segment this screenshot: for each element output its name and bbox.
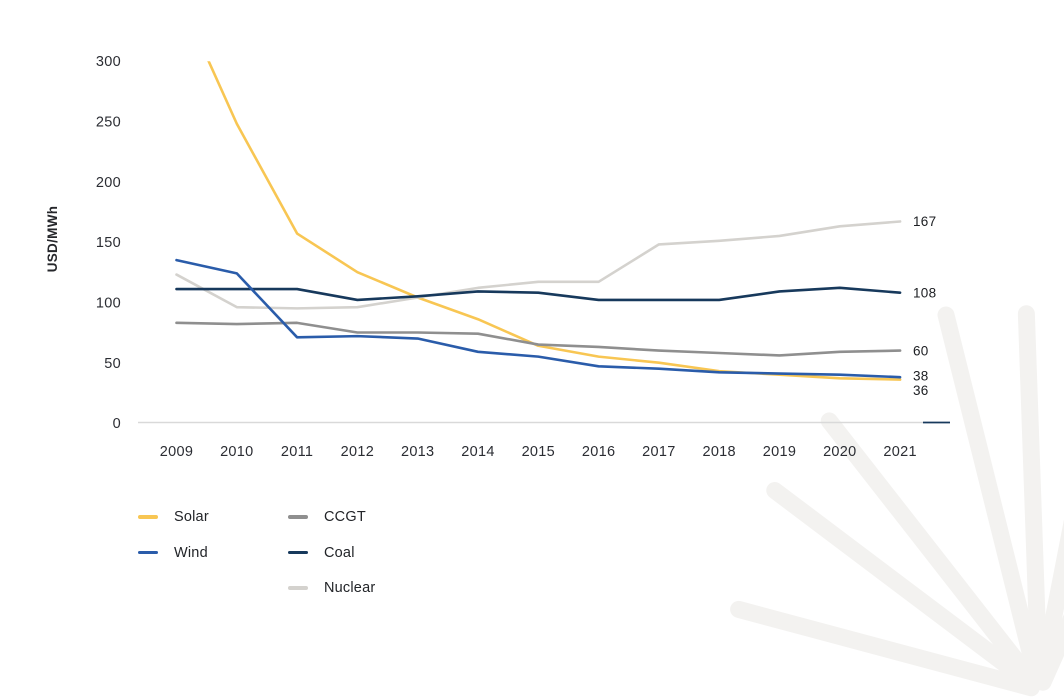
x-tick-label: 2012 bbox=[341, 444, 374, 460]
y-tick-label: 0 bbox=[113, 416, 121, 432]
series-line-nuclear bbox=[175, 220, 902, 310]
legend: Solar Wind CCGT Coal Nuclear bbox=[138, 506, 375, 613]
y-tick-label: 50 bbox=[104, 356, 121, 372]
y-tick-label: 150 bbox=[96, 235, 121, 251]
x-tick-label: 2018 bbox=[702, 444, 735, 460]
legend-swatch-coal bbox=[288, 550, 308, 555]
legend-label-coal: Coal bbox=[324, 544, 355, 561]
y-axis-title: USD/MWh bbox=[45, 206, 60, 273]
x-tick-label: 2014 bbox=[461, 444, 494, 460]
legend-swatch-wind bbox=[138, 550, 158, 555]
end-label-wind: 38 bbox=[913, 368, 929, 383]
x-tick-label: 2016 bbox=[582, 444, 615, 460]
y-tick-label: 100 bbox=[96, 296, 121, 312]
series-line-wind bbox=[175, 258, 902, 379]
x-tick-label: 2021 bbox=[883, 444, 916, 460]
x-tick-label: 2015 bbox=[522, 444, 555, 460]
series-lines bbox=[175, 61, 902, 381]
legend-column-2: CCGT Coal Nuclear bbox=[288, 506, 375, 613]
x-tick-label: 2020 bbox=[823, 444, 856, 460]
end-label-coal: 108 bbox=[913, 285, 936, 300]
legend-item-nuclear: Nuclear bbox=[288, 577, 375, 599]
y-axis-tick-labels: 0 50 100 150 200 250 300 bbox=[96, 54, 121, 432]
end-label-nuclear: 167 bbox=[913, 214, 936, 229]
y-tick-label: 200 bbox=[96, 175, 121, 191]
legend-item-ccgt: CCGT bbox=[288, 506, 375, 528]
legend-item-coal: Coal bbox=[288, 542, 375, 564]
legend-item-wind: Wind bbox=[138, 542, 288, 564]
end-label-solar: 36 bbox=[913, 383, 929, 398]
legend-label-ccgt: CCGT bbox=[324, 509, 366, 525]
y-tick-label: 250 bbox=[96, 115, 121, 131]
x-tick-label: 2019 bbox=[763, 444, 796, 460]
x-tick-label: 2009 bbox=[160, 444, 193, 460]
end-label-ccgt: 60 bbox=[913, 343, 929, 358]
legend-swatch-ccgt bbox=[288, 515, 308, 519]
legend-item-solar: Solar bbox=[138, 506, 288, 528]
y-tick-label: 300 bbox=[96, 54, 121, 70]
x-tick-label: 2017 bbox=[642, 444, 675, 460]
legend-swatch-solar bbox=[138, 515, 158, 519]
legend-label-wind: Wind bbox=[174, 544, 208, 561]
x-tick-label: 2011 bbox=[281, 444, 313, 460]
x-tick-label: 2010 bbox=[220, 444, 253, 460]
legend-label-solar: Solar bbox=[174, 509, 209, 525]
legend-label-nuclear: Nuclear bbox=[324, 580, 376, 596]
series-line-ccgt bbox=[175, 321, 902, 357]
x-tick-label: 2013 bbox=[401, 444, 434, 460]
legend-column-1: Solar Wind bbox=[138, 506, 288, 613]
x-axis-tick-labels: 2009 2010 2011 2012 2013 2014 2015 2016 2017 2018… bbox=[160, 444, 917, 460]
series-line-coal bbox=[175, 286, 902, 302]
legend-swatch-nuclear bbox=[288, 586, 308, 590]
